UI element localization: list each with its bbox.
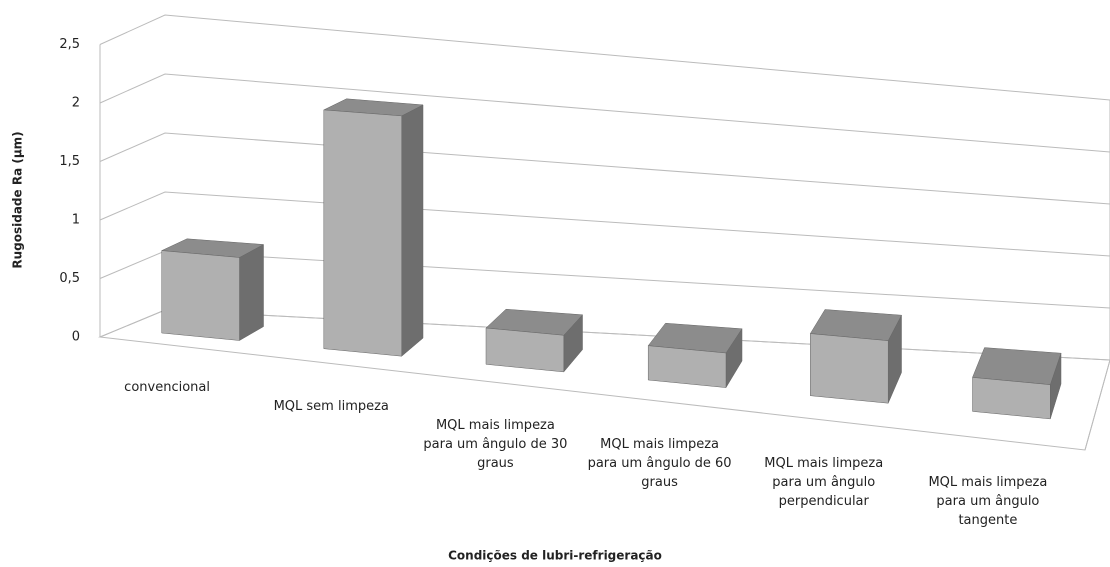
y-tick-label: 0,5 (59, 271, 80, 286)
grid-line (99, 191, 1110, 257)
bar-front (972, 377, 1051, 420)
bar-side (401, 104, 424, 357)
x-tick-label: MQL mais limpeza para um ângulo de 60 gr… (587, 436, 732, 490)
y-tick-label: 2 (72, 96, 80, 111)
x-tick-label: MQL sem limpeza (273, 399, 389, 415)
right-edge (1084, 359, 1110, 451)
y-axis-title: Rugosidade Ra (µm) (11, 131, 25, 268)
bar-front (161, 250, 240, 341)
y-tick-label: 1,5 (59, 154, 80, 169)
y-tick-label: 0 (72, 330, 80, 345)
x-tick-label: convencional (124, 380, 210, 396)
x-tick-label: MQL mais limpeza para um ângulo perpendi… (764, 455, 884, 509)
bar (485, 308, 584, 373)
bar (322, 98, 424, 357)
y-tick-label: 1 (72, 213, 80, 228)
bar (647, 322, 743, 389)
bar (809, 309, 902, 404)
bar (972, 347, 1062, 420)
bar-front (647, 345, 727, 388)
x-tick-label: MQL mais limpeza para um ângulo de 30 gr… (423, 418, 568, 472)
grid-line (99, 73, 1110, 153)
bar (160, 238, 265, 341)
x-axis-title: Condições de lubri-refrigeração (448, 549, 662, 563)
bar-front (485, 327, 565, 373)
bar-front (323, 109, 402, 357)
grid-line (99, 14, 1110, 101)
y-tick-label: 2,5 (59, 37, 80, 52)
grid-line (99, 132, 1110, 205)
x-tick-label: MQL mais limpeza para um ângulo tangente (928, 474, 1048, 528)
bar-front (810, 333, 889, 404)
bar-side (239, 244, 264, 341)
